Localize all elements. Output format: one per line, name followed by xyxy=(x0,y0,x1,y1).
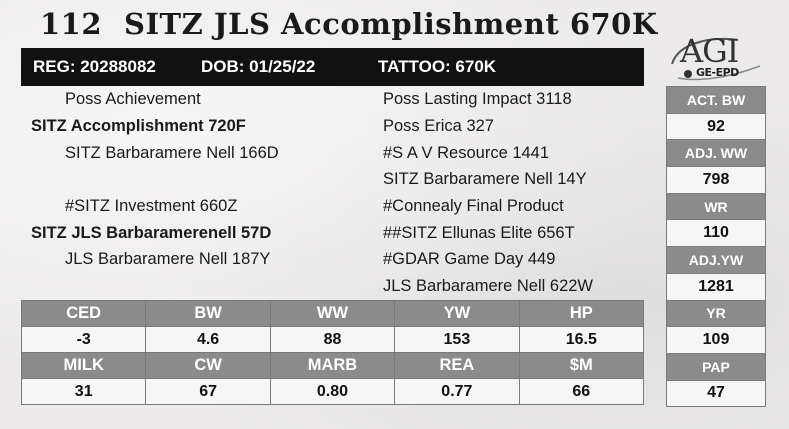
stat-value-wr: 110 xyxy=(666,219,766,248)
epd-value-ced: -3 xyxy=(20,326,147,353)
epd-header-rea: REA xyxy=(394,352,520,379)
epd-header-row: CED BW WW YW HP xyxy=(20,300,645,327)
epd-value-dollar-m: 66 xyxy=(518,378,645,405)
epd-header-ww: WW xyxy=(269,300,396,327)
tattoo: TATTOO: 670K xyxy=(378,57,497,76)
lot-number: 112 xyxy=(40,7,103,41)
epd-value-row: 31 67 0.80 0.77 66 xyxy=(20,378,645,405)
epd-table: CED BW WW YW HP -3 4.6 88 153 16.5 MILK … xyxy=(20,300,645,405)
pedigree-ancestor-8: JLS Barbaramere Nell 622W xyxy=(383,277,594,295)
stat-label-act-bw: ACT. BW xyxy=(666,86,766,114)
stat-value-adj-ww: 798 xyxy=(666,166,766,194)
epd-value-ww: 88 xyxy=(269,326,396,353)
pedigree-ancestor-1: Poss Lasting Impact 3118 xyxy=(383,90,572,108)
logo-text: AGI xyxy=(680,32,739,70)
epd-value-milk: 31 xyxy=(20,378,147,405)
epd-header-milk: MILK xyxy=(20,352,147,379)
performance-table: ACT. BW 92 ADJ. WW 798 WR 110 ADJ.YW 128… xyxy=(666,86,766,408)
pedigree-ancestor-6: ##SITZ Ellunas Elite 656T xyxy=(383,224,575,242)
logo-subtext: GE-EPD xyxy=(696,66,739,79)
stat-label-adj-ww: ADJ. WW xyxy=(666,139,766,168)
epd-header-bw: BW xyxy=(145,300,271,327)
date-of-birth: DOB: 01/25/22 xyxy=(201,57,316,76)
epd-value-marb: 0.80 xyxy=(269,378,396,405)
epd-header-hp: HP xyxy=(518,300,645,327)
epd-value-hp: 16.5 xyxy=(518,326,645,353)
pedigree-dam-dam: JLS Barbaramere Nell 187Y xyxy=(65,250,271,268)
stat-label-adj-yw: ADJ.YW xyxy=(666,246,766,274)
pedigree-ancestor-2: Poss Erica 327 xyxy=(383,117,494,135)
pedigree-sire-dam: SITZ Barbaramere Nell 166D xyxy=(65,144,279,162)
stat-label-yr: YR xyxy=(666,299,766,328)
pedigree-ancestor-4: SITZ Barbaramere Nell 14Y xyxy=(383,170,587,188)
pedigree-dam-sire: #SITZ Investment 660Z xyxy=(65,197,238,215)
epd-value-rea: 0.77 xyxy=(394,378,520,405)
epd-value-cw: 67 xyxy=(145,378,271,405)
stat-value-act-bw: 92 xyxy=(666,112,766,141)
stat-value-pap: 47 xyxy=(666,379,766,408)
animal-title: 112 SITZ JLS Accomplishment 670K xyxy=(40,7,658,41)
epd-header-cw: CW xyxy=(145,352,271,379)
reg-number: REG: 20288082 xyxy=(33,57,156,76)
stat-label-wr: WR xyxy=(666,192,766,221)
epd-header-marb: MARB xyxy=(269,352,396,379)
pedigree-ancestor-3: #S A V Resource 1441 xyxy=(383,144,550,162)
pedigree-sire: SITZ Accomplishment 720F xyxy=(31,117,246,135)
epd-value-yw: 153 xyxy=(394,326,520,353)
stat-value-adj-yw: 1281 xyxy=(666,272,766,301)
epd-value-bw: 4.6 xyxy=(145,326,271,353)
epd-header-row: MILK CW MARB REA $M xyxy=(20,352,645,379)
epd-header-yw: YW xyxy=(394,300,520,327)
stat-value-yr: 109 xyxy=(666,326,766,354)
animal-name: SITZ JLS Accomplishment 670K xyxy=(124,7,658,41)
epd-header-ced: CED xyxy=(20,300,147,327)
pedigree-ancestor-7: #GDAR Game Day 449 xyxy=(383,250,556,268)
epd-header-dollar-m: $M xyxy=(518,352,645,379)
agi-logo: AGI GE-EPD xyxy=(666,32,766,84)
registration-bar: REG: 20288082 DOB: 01/25/22 TATTOO: 670K xyxy=(21,48,644,86)
pedigree-sire-sire: Poss Achievement xyxy=(65,90,201,108)
pedigree-dam: SITZ JLS Barbaramerenell 57D xyxy=(31,224,272,242)
epd-value-row: -3 4.6 88 153 16.5 xyxy=(20,326,645,353)
pedigree-ancestor-5: #Connealy Final Product xyxy=(383,197,564,215)
stat-label-pap: PAP xyxy=(666,352,766,381)
logo-swoosh-icon xyxy=(671,38,761,81)
